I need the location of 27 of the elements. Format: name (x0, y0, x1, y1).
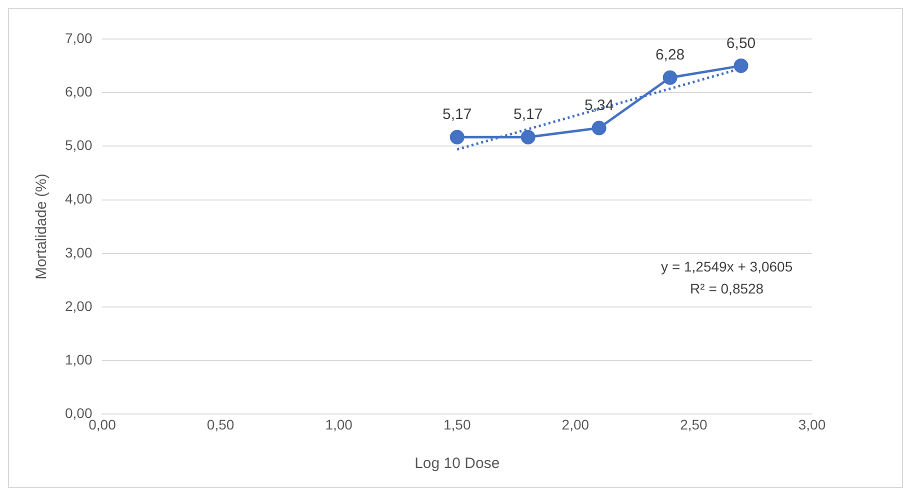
y-tick-label: 6,00 (65, 83, 92, 100)
point (592, 120, 606, 136)
y-tick-label: 2,00 (65, 298, 92, 314)
x-tick-label: 1,00 (325, 416, 353, 432)
data-label: 5,17 (514, 106, 543, 124)
x-tick-label: 2,50 (680, 416, 708, 432)
x-axis-title: Log 10 Dose (414, 455, 500, 472)
data-label: 5,34 (584, 96, 614, 114)
y-tick-label: 4,00 (65, 190, 92, 207)
data-label: 5,17 (442, 106, 472, 124)
point (662, 70, 678, 85)
point (520, 130, 536, 144)
y-tick-label: 1,00 (65, 351, 92, 368)
point (450, 130, 464, 144)
y-tick-label: 3,00 (65, 244, 92, 260)
y-tick-label: 5,00 (65, 137, 92, 154)
point (734, 58, 748, 74)
annotation: y = 1,2549x + 3,0605 (661, 258, 793, 275)
y-tick-label: 7,00 (65, 30, 92, 46)
y-axis-title: Mortalidade (%) (33, 174, 50, 280)
data-label: 6,50 (726, 34, 756, 52)
x-tick-label: 0,50 (206, 416, 234, 432)
data-label: 6,28 (655, 46, 685, 64)
x-tick-label: 2,00 (562, 416, 590, 432)
annotation: R² = 0,8528 (690, 280, 764, 297)
x-tick-label: 1,50 (444, 416, 471, 432)
x-tick-label: 3,00 (798, 416, 826, 432)
